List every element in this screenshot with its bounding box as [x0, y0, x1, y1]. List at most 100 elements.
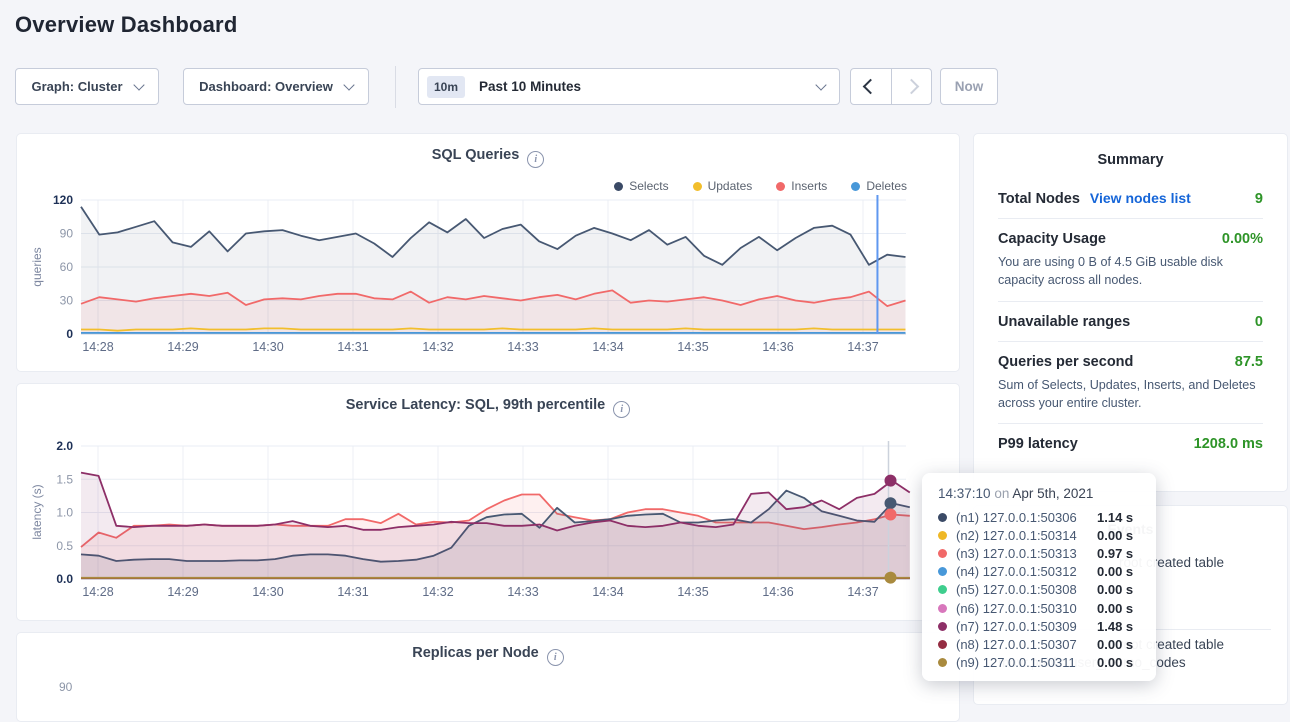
service-latency-panel: Service Latency: SQL, 99th percentile 14…	[16, 383, 960, 621]
svg-text:14:35: 14:35	[677, 585, 708, 599]
svg-text:60: 60	[60, 260, 74, 274]
tooltip-node-row: (n8) 127.0.0.1:503070.00 s	[938, 635, 1140, 653]
service-latency-chart[interactable]: 14:2814:2914:3014:3114:3214:3314:3414:35…	[17, 414, 961, 646]
svg-text:90: 90	[60, 227, 74, 241]
chart-hover-tooltip: 14:37:10 on Apr 5th, 2021 (n1) 127.0.0.1…	[922, 473, 1156, 681]
tooltip-node-row: (n9) 127.0.0.1:503110.00 s	[938, 654, 1140, 672]
svg-text:120: 120	[53, 193, 73, 207]
svg-text:14:31: 14:31	[337, 585, 368, 599]
tooltip-node-rows: (n1) 127.0.0.1:503061.14 s(n2) 127.0.0.1…	[938, 508, 1140, 672]
node-address: (n5) 127.0.0.1:50308	[956, 582, 1097, 597]
svg-text:2.0: 2.0	[56, 439, 73, 453]
overview-dashboard-page: Overview Dashboard Graph: Cluster Dashbo…	[0, 0, 1290, 689]
summary-row-label: Queries per second	[998, 354, 1133, 370]
svg-text:14:34: 14:34	[592, 340, 623, 354]
node-color-dot-icon	[938, 567, 947, 576]
svg-text:14:32: 14:32	[422, 585, 453, 599]
chevron-left-icon	[863, 79, 879, 95]
svg-text:14:33: 14:33	[507, 585, 538, 599]
dashboard-select-dropdown[interactable]: Dashboard: Overview	[183, 68, 369, 105]
summary-row-value: 1208.0 ms	[1194, 436, 1263, 452]
node-color-dot-icon	[938, 640, 947, 649]
summary-title: Summary	[974, 152, 1287, 168]
svg-text:30: 30	[60, 294, 74, 308]
summary-rows: Total Nodes View nodes list 9 Capacity Usag…	[974, 178, 1287, 463]
node-address: (n9) 127.0.0.1:50311	[956, 655, 1097, 670]
dashboard-select-label: Dashboard: Overview	[199, 79, 333, 94]
replicas-per-node-panel: Replicas per Node 90	[16, 632, 960, 722]
node-color-dot-icon	[938, 531, 947, 540]
controls-divider	[395, 66, 396, 108]
replicas-ytick-partial: 90	[59, 680, 72, 694]
now-button[interactable]: Now	[940, 68, 998, 105]
time-range-dropdown[interactable]: 10m Past 10 Minutes	[418, 68, 840, 105]
chevron-down-icon	[815, 79, 826, 90]
summary-row-label: P99 latency	[998, 436, 1078, 452]
svg-text:14:33: 14:33	[507, 340, 538, 354]
time-range-badge: 10m	[427, 76, 465, 98]
svg-text:14:28: 14:28	[82, 340, 113, 354]
summary-row-value: 0	[1255, 314, 1263, 330]
svg-text:1.0: 1.0	[56, 506, 73, 520]
node-color-dot-icon	[938, 658, 947, 667]
summary-row-label: Unavailable ranges	[998, 314, 1130, 330]
svg-text:queries: queries	[30, 247, 44, 286]
graph-scope-dropdown[interactable]: Graph: Cluster	[15, 68, 159, 105]
chevron-right-icon	[904, 79, 920, 95]
svg-text:14:31: 14:31	[337, 340, 368, 354]
node-address: (n4) 127.0.0.1:50312	[956, 564, 1097, 579]
svg-text:14:36: 14:36	[762, 585, 793, 599]
svg-text:14:35: 14:35	[677, 340, 708, 354]
node-address: (n1) 127.0.0.1:50306	[956, 510, 1097, 525]
replicas-per-node-title: Replicas per Node	[17, 645, 959, 666]
summary-row-value: 9	[1255, 191, 1263, 207]
time-range-label: Past 10 Minutes	[479, 79, 581, 94]
svg-text:0: 0	[66, 327, 73, 341]
time-back-button[interactable]	[851, 69, 891, 104]
node-latency-value: 1.48 s	[1097, 619, 1133, 634]
summary-row-label: Total Nodes	[998, 191, 1080, 207]
svg-text:14:37: 14:37	[847, 340, 878, 354]
node-address: (n2) 127.0.0.1:50314	[956, 528, 1097, 543]
tooltip-node-row: (n7) 127.0.0.1:503091.48 s	[938, 617, 1140, 635]
summary-row-subtext: Sum of Selects, Updates, Inserts, and De…	[998, 376, 1263, 413]
svg-text:14:29: 14:29	[167, 340, 198, 354]
svg-text:14:28: 14:28	[82, 585, 113, 599]
node-address: (n7) 127.0.0.1:50309	[956, 619, 1097, 634]
tooltip-node-row: (n2) 127.0.0.1:503140.00 s	[938, 526, 1140, 544]
node-latency-value: 1.14 s	[1097, 510, 1133, 525]
svg-text:14:37: 14:37	[847, 585, 878, 599]
node-address: (n3) 127.0.0.1:50313	[956, 546, 1097, 561]
tooltip-node-row: (n5) 127.0.0.1:503080.00 s	[938, 581, 1140, 599]
svg-text:1.5: 1.5	[56, 472, 73, 486]
summary-row: Queries per second 87.5 Sum of Selects, Up…	[998, 341, 1263, 424]
node-color-dot-icon	[938, 549, 947, 558]
summary-row-value: 87.5	[1235, 354, 1263, 370]
chevron-down-icon	[133, 79, 144, 90]
node-color-dot-icon	[938, 604, 947, 613]
svg-text:14:29: 14:29	[167, 585, 198, 599]
time-forward-button[interactable]	[891, 69, 931, 104]
svg-text:14:30: 14:30	[252, 340, 283, 354]
node-latency-value: 0.00 s	[1097, 637, 1133, 652]
tooltip-node-row: (n3) 127.0.0.1:503130.97 s	[938, 544, 1140, 562]
info-icon[interactable]	[547, 649, 564, 666]
node-latency-value: 0.00 s	[1097, 582, 1133, 597]
svg-text:14:34: 14:34	[592, 585, 623, 599]
graph-scope-label: Graph: Cluster	[31, 79, 122, 94]
page-title: Overview Dashboard	[15, 12, 237, 38]
summary-row-value: 0.00%	[1222, 231, 1263, 247]
node-latency-value: 0.00 s	[1097, 601, 1133, 616]
sql-queries-panel: SQL Queries SelectsUpdatesInsertsDeletes…	[16, 133, 960, 372]
node-address: (n6) 127.0.0.1:50310	[956, 601, 1097, 616]
node-latency-value: 0.00 s	[1097, 564, 1133, 579]
node-color-dot-icon	[938, 513, 947, 522]
view-nodes-list-link[interactable]: View nodes list	[1090, 190, 1191, 206]
summary-row-label: Capacity Usage	[998, 231, 1106, 247]
node-latency-value: 0.00 s	[1097, 528, 1133, 543]
summary-panel: Summary Total Nodes View nodes list 9 Capac…	[973, 133, 1288, 492]
chevron-down-icon	[343, 79, 354, 90]
summary-row: Unavailable ranges 0	[998, 301, 1263, 341]
sql-queries-chart[interactable]: 14:2814:2914:3014:3114:3214:3314:3414:35…	[17, 134, 961, 369]
summary-row: Total Nodes View nodes list 9	[998, 178, 1263, 218]
